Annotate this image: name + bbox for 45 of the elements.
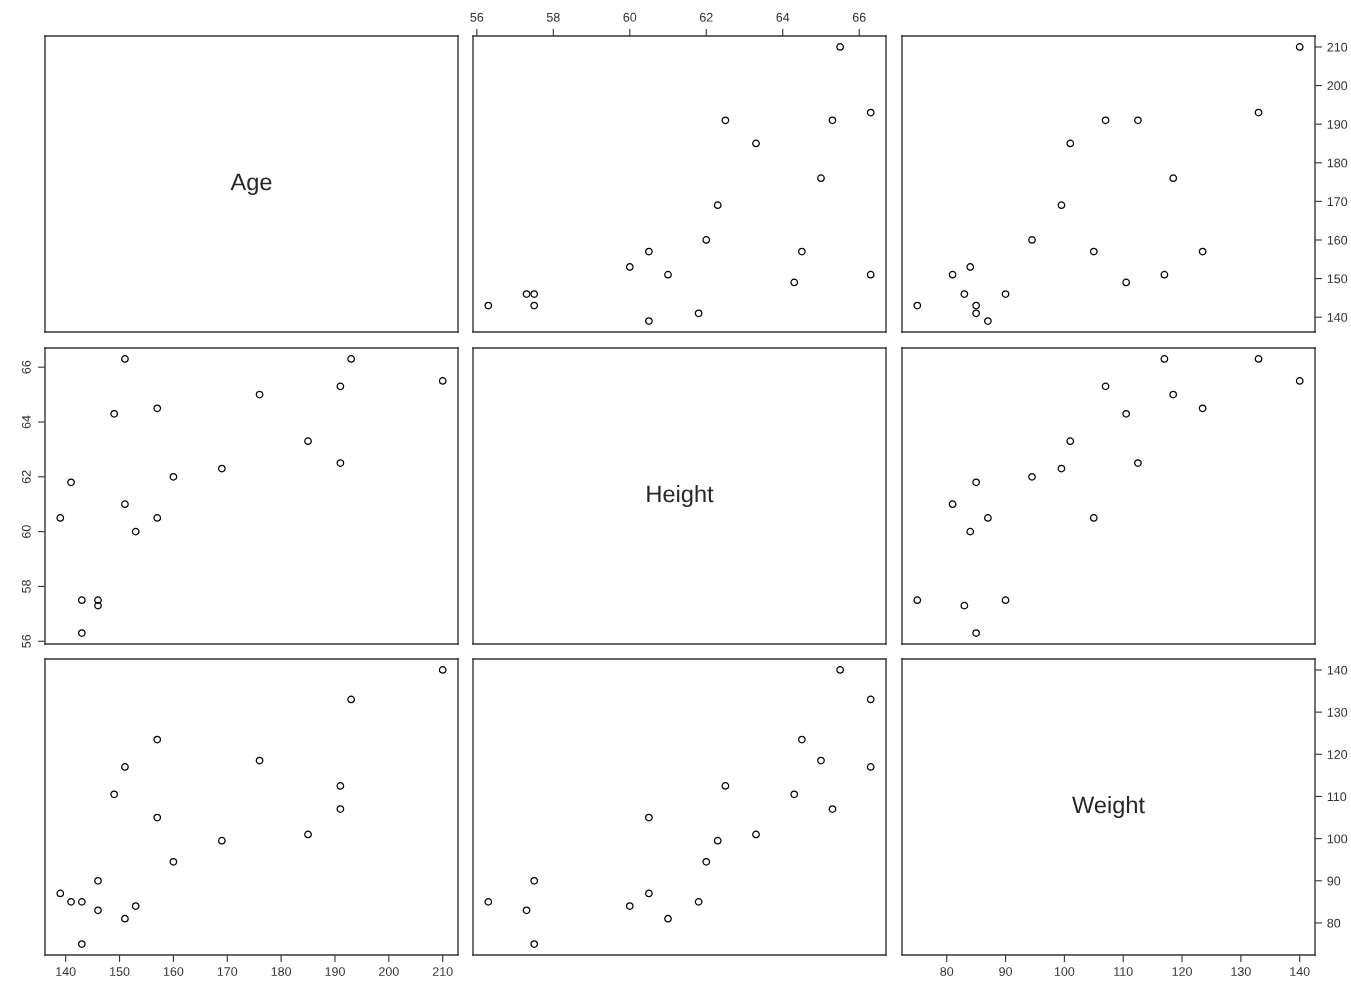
y-tick-label: 80	[1327, 918, 1341, 928]
x-tick-label: 62	[699, 12, 713, 22]
annotation: Weight	[1072, 795, 1145, 819]
y-tick-label: 140	[1327, 665, 1348, 675]
y-tick-label: 60	[21, 525, 31, 538]
x-tick-label: 210	[432, 967, 453, 976]
y-tick-label: 90	[1327, 876, 1341, 886]
x-tick-label: 60	[623, 12, 637, 22]
x-tick-label: 180	[271, 967, 292, 976]
x-tick-label: 120	[1172, 967, 1192, 976]
x-tick-label: 66	[852, 12, 866, 22]
y-tick-label: 190	[1327, 119, 1348, 129]
y-tick-label: 56	[21, 634, 31, 648]
x-tick-label: 140	[1290, 967, 1310, 976]
x-tick-label: 58	[546, 12, 560, 22]
y-tick-label: 170	[1327, 197, 1348, 207]
y-tick-label: 64	[21, 415, 31, 429]
y-tick-label: 180	[1327, 158, 1348, 168]
y-tick-label: 120	[1327, 750, 1348, 759]
x-tick-label: 170	[217, 967, 238, 976]
y-tick-label: 110	[1327, 792, 1347, 802]
x-tick-label: 160	[163, 967, 184, 976]
x-tick-label: 80	[940, 967, 954, 976]
y-tick-label: 210	[1327, 42, 1348, 52]
x-tick-label: 64	[776, 12, 790, 22]
y-tick-label: 66	[21, 360, 31, 374]
y-tick-label: 130	[1327, 707, 1348, 717]
y-tick-label: 160	[1327, 235, 1348, 245]
y-tick-label: 140	[1327, 312, 1348, 322]
x-tick-label: 56	[470, 12, 484, 22]
x-tick-label: 90	[999, 967, 1013, 976]
y-tick-label: 58	[21, 580, 31, 593]
x-tick-label: 190	[325, 967, 345, 976]
x-tick-label: 150	[110, 967, 130, 976]
x-tick-label: 200	[379, 967, 399, 976]
y-tick-label: 100	[1327, 834, 1348, 844]
x-tick-label: 110	[1114, 967, 1133, 976]
text: Height	[647, 484, 714, 507]
text: Age	[230, 173, 272, 195]
x-tick-label: 140	[56, 967, 76, 976]
x-tick-label: 100	[1054, 967, 1075, 976]
y-tick-label: 62	[21, 470, 31, 484]
y-tick-label: 200	[1327, 81, 1348, 91]
x-tick-label: 130	[1231, 967, 1251, 976]
y-tick-label: 150	[1327, 274, 1348, 284]
